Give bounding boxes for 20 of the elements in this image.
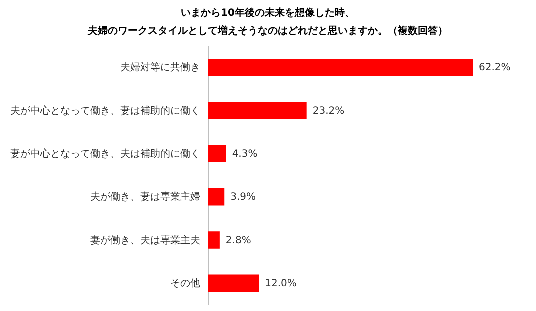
y-tick-label: 夫が中心となって働き、妻は補助的に働く: [10, 104, 200, 117]
data-label: 4.3%: [232, 148, 258, 160]
data-label: 62.2%: [479, 62, 511, 74]
bar: [208, 188, 225, 206]
bar: [208, 102, 307, 120]
bar: [208, 58, 473, 76]
data-label: 23.2%: [312, 106, 345, 117]
bar: [208, 232, 220, 249]
data-label: 2.8%: [226, 235, 252, 246]
y-tick-label: その他: [170, 277, 200, 290]
data-label: 3.9%: [230, 192, 256, 204]
y-tick-label: 妻が中心となって働き、夫は補助的に働く: [10, 148, 200, 160]
bar: [208, 274, 260, 292]
y-tick-label: 夫が働き、妻は専業主婦: [90, 191, 200, 204]
bar: [208, 145, 226, 163]
chart-title: いまから10年後の未来を想像した時、: [181, 7, 355, 19]
chart-subtitle: 夫婦のワークスタイルとして増えそうなのはどれだと思いますか。（複数回答）: [87, 25, 448, 37]
data-label: 12.0%: [265, 278, 297, 290]
y-tick-label: 夫婦対等に共働き: [120, 62, 200, 74]
y-tick-label: 妻が働き、夫は専業主夫: [90, 234, 200, 246]
